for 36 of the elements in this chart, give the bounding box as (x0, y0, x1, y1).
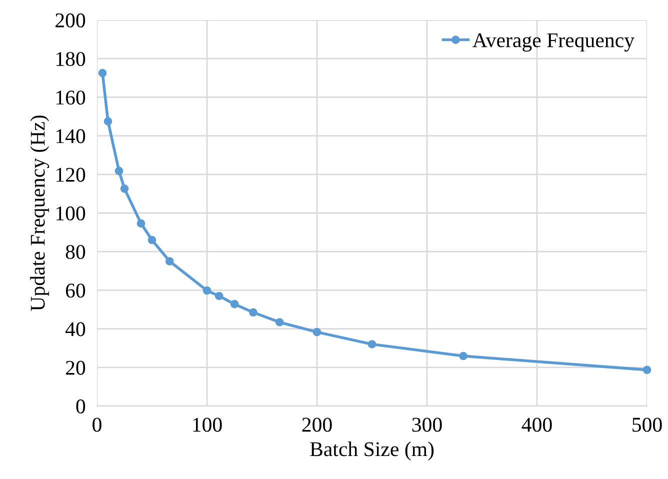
point (275, 318, 284, 326)
y-tick-label: 80 (66, 244, 86, 260)
y-tick-label: 160 (56, 90, 86, 105)
point (214, 292, 224, 300)
y-tick-label: 0 (76, 399, 86, 414)
point (642, 366, 652, 374)
x-tick-label: 200 (302, 418, 332, 432)
point (120, 184, 129, 193)
y-axis-title: Update Frequency (Hz) (30, 116, 50, 311)
y-tick-label: 100 (56, 206, 86, 220)
y-tick-label: 40 (65, 322, 86, 336)
point (202, 286, 212, 295)
point (312, 328, 322, 336)
legend-label: Average Frequency (472, 33, 634, 52)
x-tick-label: 100 (193, 418, 222, 432)
y-tick-label: 200 (56, 13, 86, 28)
point (136, 219, 146, 228)
point (104, 117, 112, 126)
point (368, 340, 376, 348)
y-tick-label: 20 (66, 360, 86, 375)
point (249, 308, 258, 317)
x-axis-title: Batch Size (m) (310, 442, 434, 460)
point (230, 300, 239, 308)
y-tick-label: 120 (56, 168, 86, 182)
x-tick-label: 500 (632, 418, 662, 432)
point (114, 166, 124, 176)
point (148, 236, 156, 244)
y-tick-label: 140 (56, 129, 86, 144)
point (98, 68, 107, 78)
y-tick-label: 180 (56, 52, 86, 66)
x-tick-label: 0 (92, 418, 102, 432)
x-tick-label: 300 (412, 418, 442, 432)
point (459, 352, 468, 360)
point (165, 257, 174, 266)
x-tick-label: 400 (522, 418, 552, 432)
y-tick-label: 60 (66, 284, 86, 298)
